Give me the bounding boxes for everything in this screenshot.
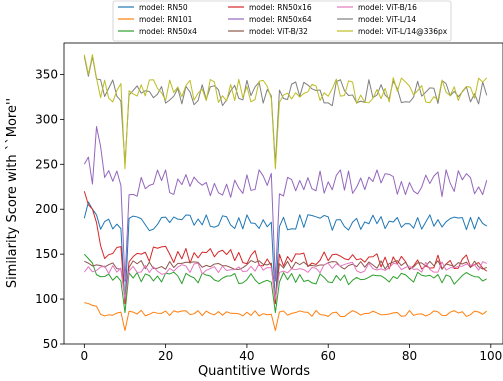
legend: model: RN50 model: RN101 model: RN50x4 mode… xyxy=(112,0,452,42)
legend-label: model: ViT-L/14 xyxy=(358,15,416,24)
series-layer xyxy=(83,54,488,332)
x-tick-label: 40 xyxy=(239,349,254,363)
x-tick-label: 80 xyxy=(402,349,417,363)
legend-label: model: RN50x4 xyxy=(139,27,197,36)
x-tick-label: 100 xyxy=(479,349,502,363)
series-line-4 xyxy=(83,126,488,282)
legend-box xyxy=(112,0,452,42)
plot-frame xyxy=(63,42,503,345)
y-axis-ticks: 50 100 150 200 250 300 350 xyxy=(35,67,64,351)
y-tick-label: 250 xyxy=(35,157,58,171)
legend-label: model: ViT-L/14@336px xyxy=(358,27,448,36)
legend-label: model: RN50 xyxy=(139,3,188,12)
legend-label: model: ViT-B/32 xyxy=(249,27,308,36)
series-line-6 xyxy=(83,261,487,300)
x-axis-ticks: 0 20 40 60 80 100 xyxy=(81,344,502,363)
y-tick-label: 200 xyxy=(35,202,58,216)
series-line-8 xyxy=(83,54,488,170)
series-line-2 xyxy=(83,253,487,314)
legend-label: model: RN50x64 xyxy=(249,15,312,24)
y-tick-label: 100 xyxy=(35,292,58,306)
x-tick-label: 0 xyxy=(81,349,89,363)
x-tick-label: 20 xyxy=(158,349,173,363)
series-line-0 xyxy=(83,201,488,305)
series-line-1 xyxy=(84,302,488,332)
y-tick-label: 50 xyxy=(43,337,58,351)
legend-label: model: RN50x16 xyxy=(249,3,312,12)
series-line-5 xyxy=(84,260,487,300)
legend-label: model: ViT-B/16 xyxy=(358,3,417,12)
y-tick-label: 300 xyxy=(35,112,58,126)
legend-label: model: RN101 xyxy=(139,15,193,24)
x-axis-label: Quantitive Words xyxy=(198,364,310,379)
y-tick-label: 150 xyxy=(35,247,58,261)
series-line-3 xyxy=(83,191,488,305)
y-axis-label: Similarity Score with ``More'' xyxy=(5,98,20,288)
x-tick-label: 60 xyxy=(321,349,336,363)
y-tick-label: 350 xyxy=(35,67,58,81)
